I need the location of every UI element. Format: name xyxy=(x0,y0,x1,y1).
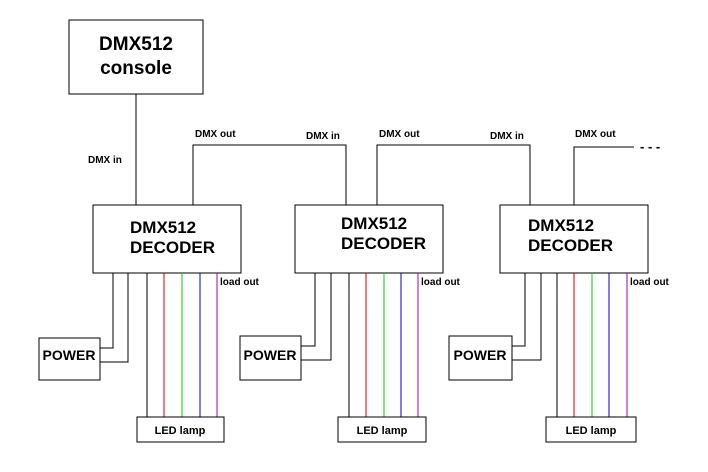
load-out-label-decoder1: load out xyxy=(220,277,260,288)
power3-wire-a xyxy=(512,273,526,347)
power2-wire-a xyxy=(301,273,316,347)
decoder3-out-wire xyxy=(573,146,634,205)
led-lamp2-label: LED lamp xyxy=(357,425,408,437)
power3-box xyxy=(448,335,513,381)
decoder3-label-line2: DECODER xyxy=(528,236,613,255)
power3-label: POWER xyxy=(454,347,507,363)
led-lamp2-box xyxy=(337,416,427,443)
load-out-label-decoder3: load out xyxy=(630,277,670,288)
dmx-out-label-decoder1: DMX out xyxy=(195,129,236,140)
dmx-in-label-decoder3: DMX in xyxy=(490,131,524,142)
decoder1-label-line2: DECODER xyxy=(130,238,215,257)
decoder1-to-decoder2-wire xyxy=(192,144,347,205)
decoder1-label-line1: DMX512 xyxy=(130,218,196,237)
console-box xyxy=(68,19,204,95)
decoder2-to-decoder3-wire xyxy=(376,144,531,205)
dmx-in-label-decoder2: DMX in xyxy=(306,131,340,142)
power1-wire-a xyxy=(100,273,114,349)
console-label-line1: DMX512 xyxy=(99,34,173,55)
decoder2-label-line1: DMX512 xyxy=(341,214,407,233)
decoder2-box xyxy=(294,204,444,274)
power2-wire-b xyxy=(301,273,332,361)
power1-label: POWER xyxy=(43,347,96,363)
decoder1-box xyxy=(92,204,242,274)
decoder2-label-line2: DECODER xyxy=(341,234,426,253)
power2-box xyxy=(239,335,302,381)
power2-label: POWER xyxy=(244,347,297,363)
power1-box xyxy=(38,337,101,381)
led-lamp3-label: LED lamp xyxy=(566,425,617,437)
led-lamp3-box xyxy=(545,416,637,443)
decoder3-label-line1: DMX512 xyxy=(528,216,594,235)
led-lamp1-box xyxy=(136,416,225,443)
led-lamp1-label: LED lamp xyxy=(155,425,206,437)
dmx-in-label-decoder1: DMX in xyxy=(88,155,122,166)
dmx-out-label-decoder3: DMX out xyxy=(575,129,616,140)
continuation-dashes: - - - xyxy=(640,139,660,154)
power1-wire-b xyxy=(100,273,129,363)
dmx-out-label-decoder2: DMX out xyxy=(379,129,420,140)
power3-wire-b xyxy=(512,273,542,361)
load-out-label-decoder2: load out xyxy=(421,277,461,288)
console-label-line2: console xyxy=(100,58,172,79)
